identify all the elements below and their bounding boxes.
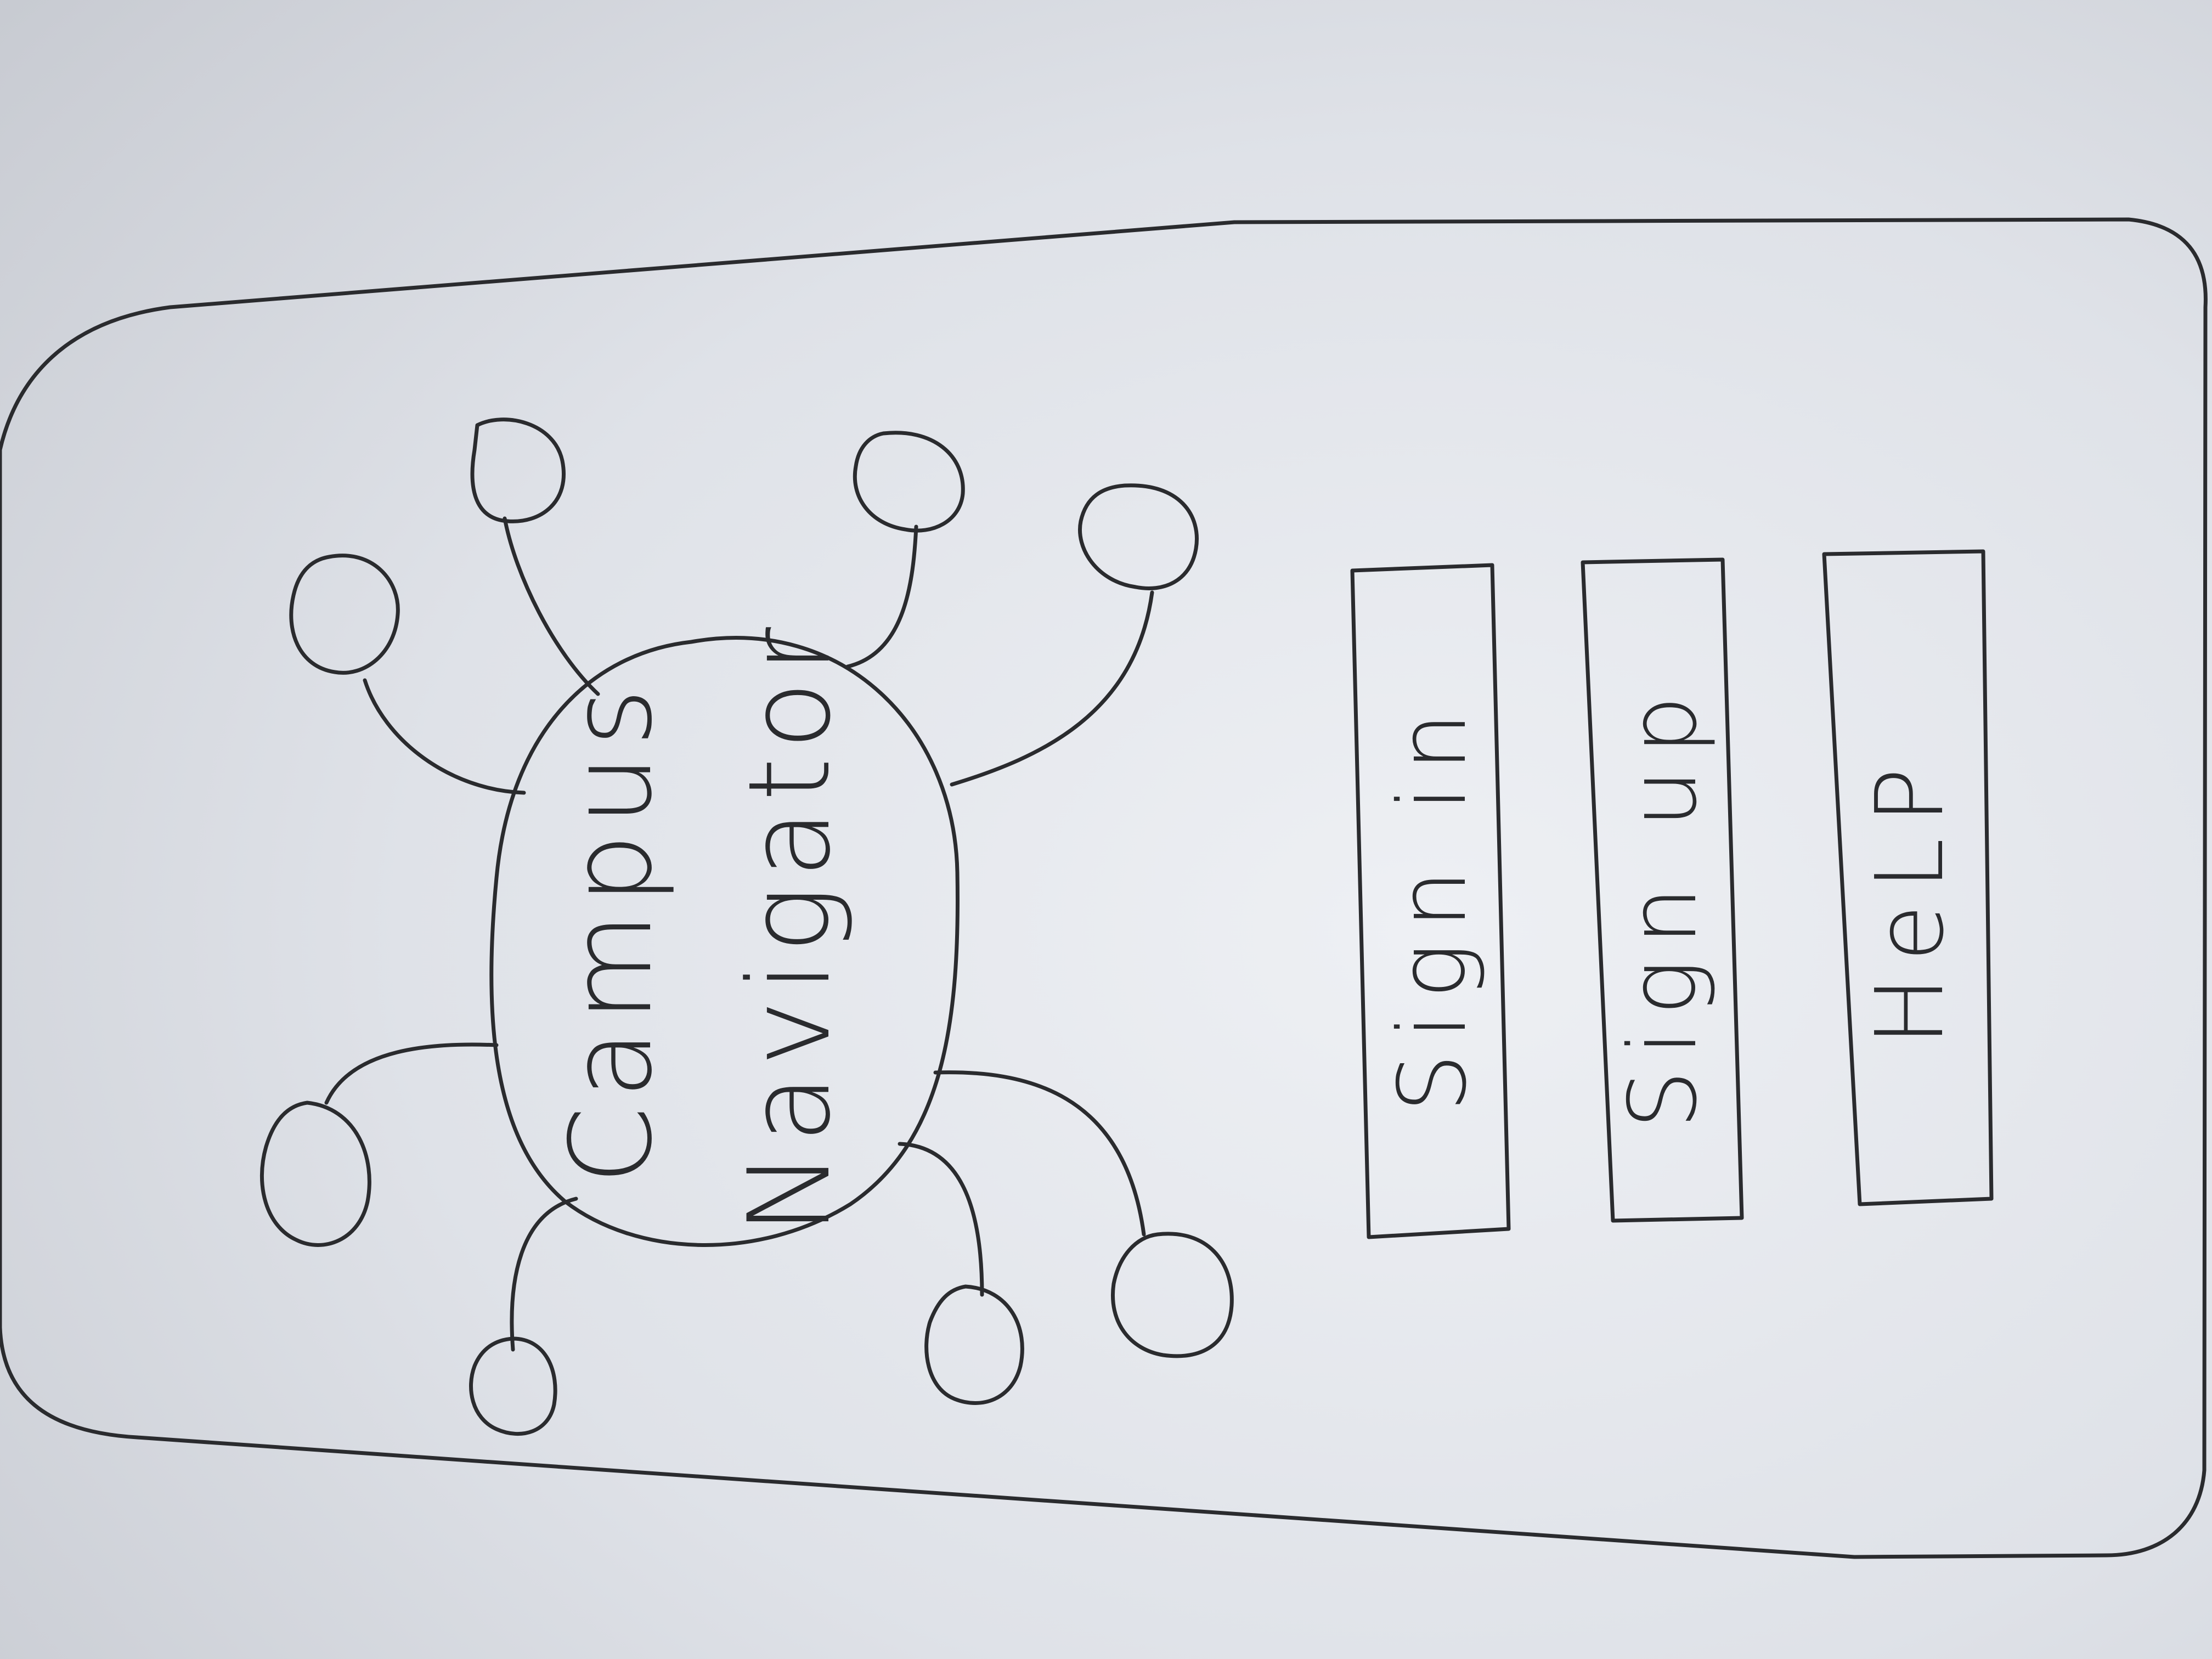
map-node-circle [1078,483,1199,590]
connector-line [510,1197,578,1352]
map-node-circle [259,1101,371,1247]
help-button-border [1822,549,1994,1206]
connector-line [950,590,1154,787]
app-title-line-2: Navigator [725,619,855,1235]
connector-line [898,1142,984,1297]
map-node-circle [469,1336,557,1436]
sign-in-button-border [1350,563,1511,1239]
map-node-circle [924,1284,1024,1405]
connector-line [933,1070,1146,1237]
phone-frame [0,217,2208,1559]
app-title-line-1: Campus [546,680,677,1184]
connector-line [503,516,600,696]
sign-up-button[interactable]: Sign up [1581,557,1744,1223]
connector-line [845,524,918,669]
sign-in-button[interactable]: Sign in [1350,563,1511,1239]
sign-up-button-border [1581,557,1744,1223]
logo-blob [489,636,960,1247]
map-node-circle [470,417,566,523]
connector-line [324,1042,499,1105]
sign-up-label: Sign up [1609,681,1718,1130]
map-node-circle [289,554,400,675]
connector-line [363,678,526,795]
map-node-circle [1111,1232,1234,1358]
help-button[interactable]: HeLP [1822,549,1994,1206]
map-node-circle [853,431,965,533]
help-label: HeLP [1856,753,1965,1046]
sign-in-label: Sign in [1379,698,1487,1113]
